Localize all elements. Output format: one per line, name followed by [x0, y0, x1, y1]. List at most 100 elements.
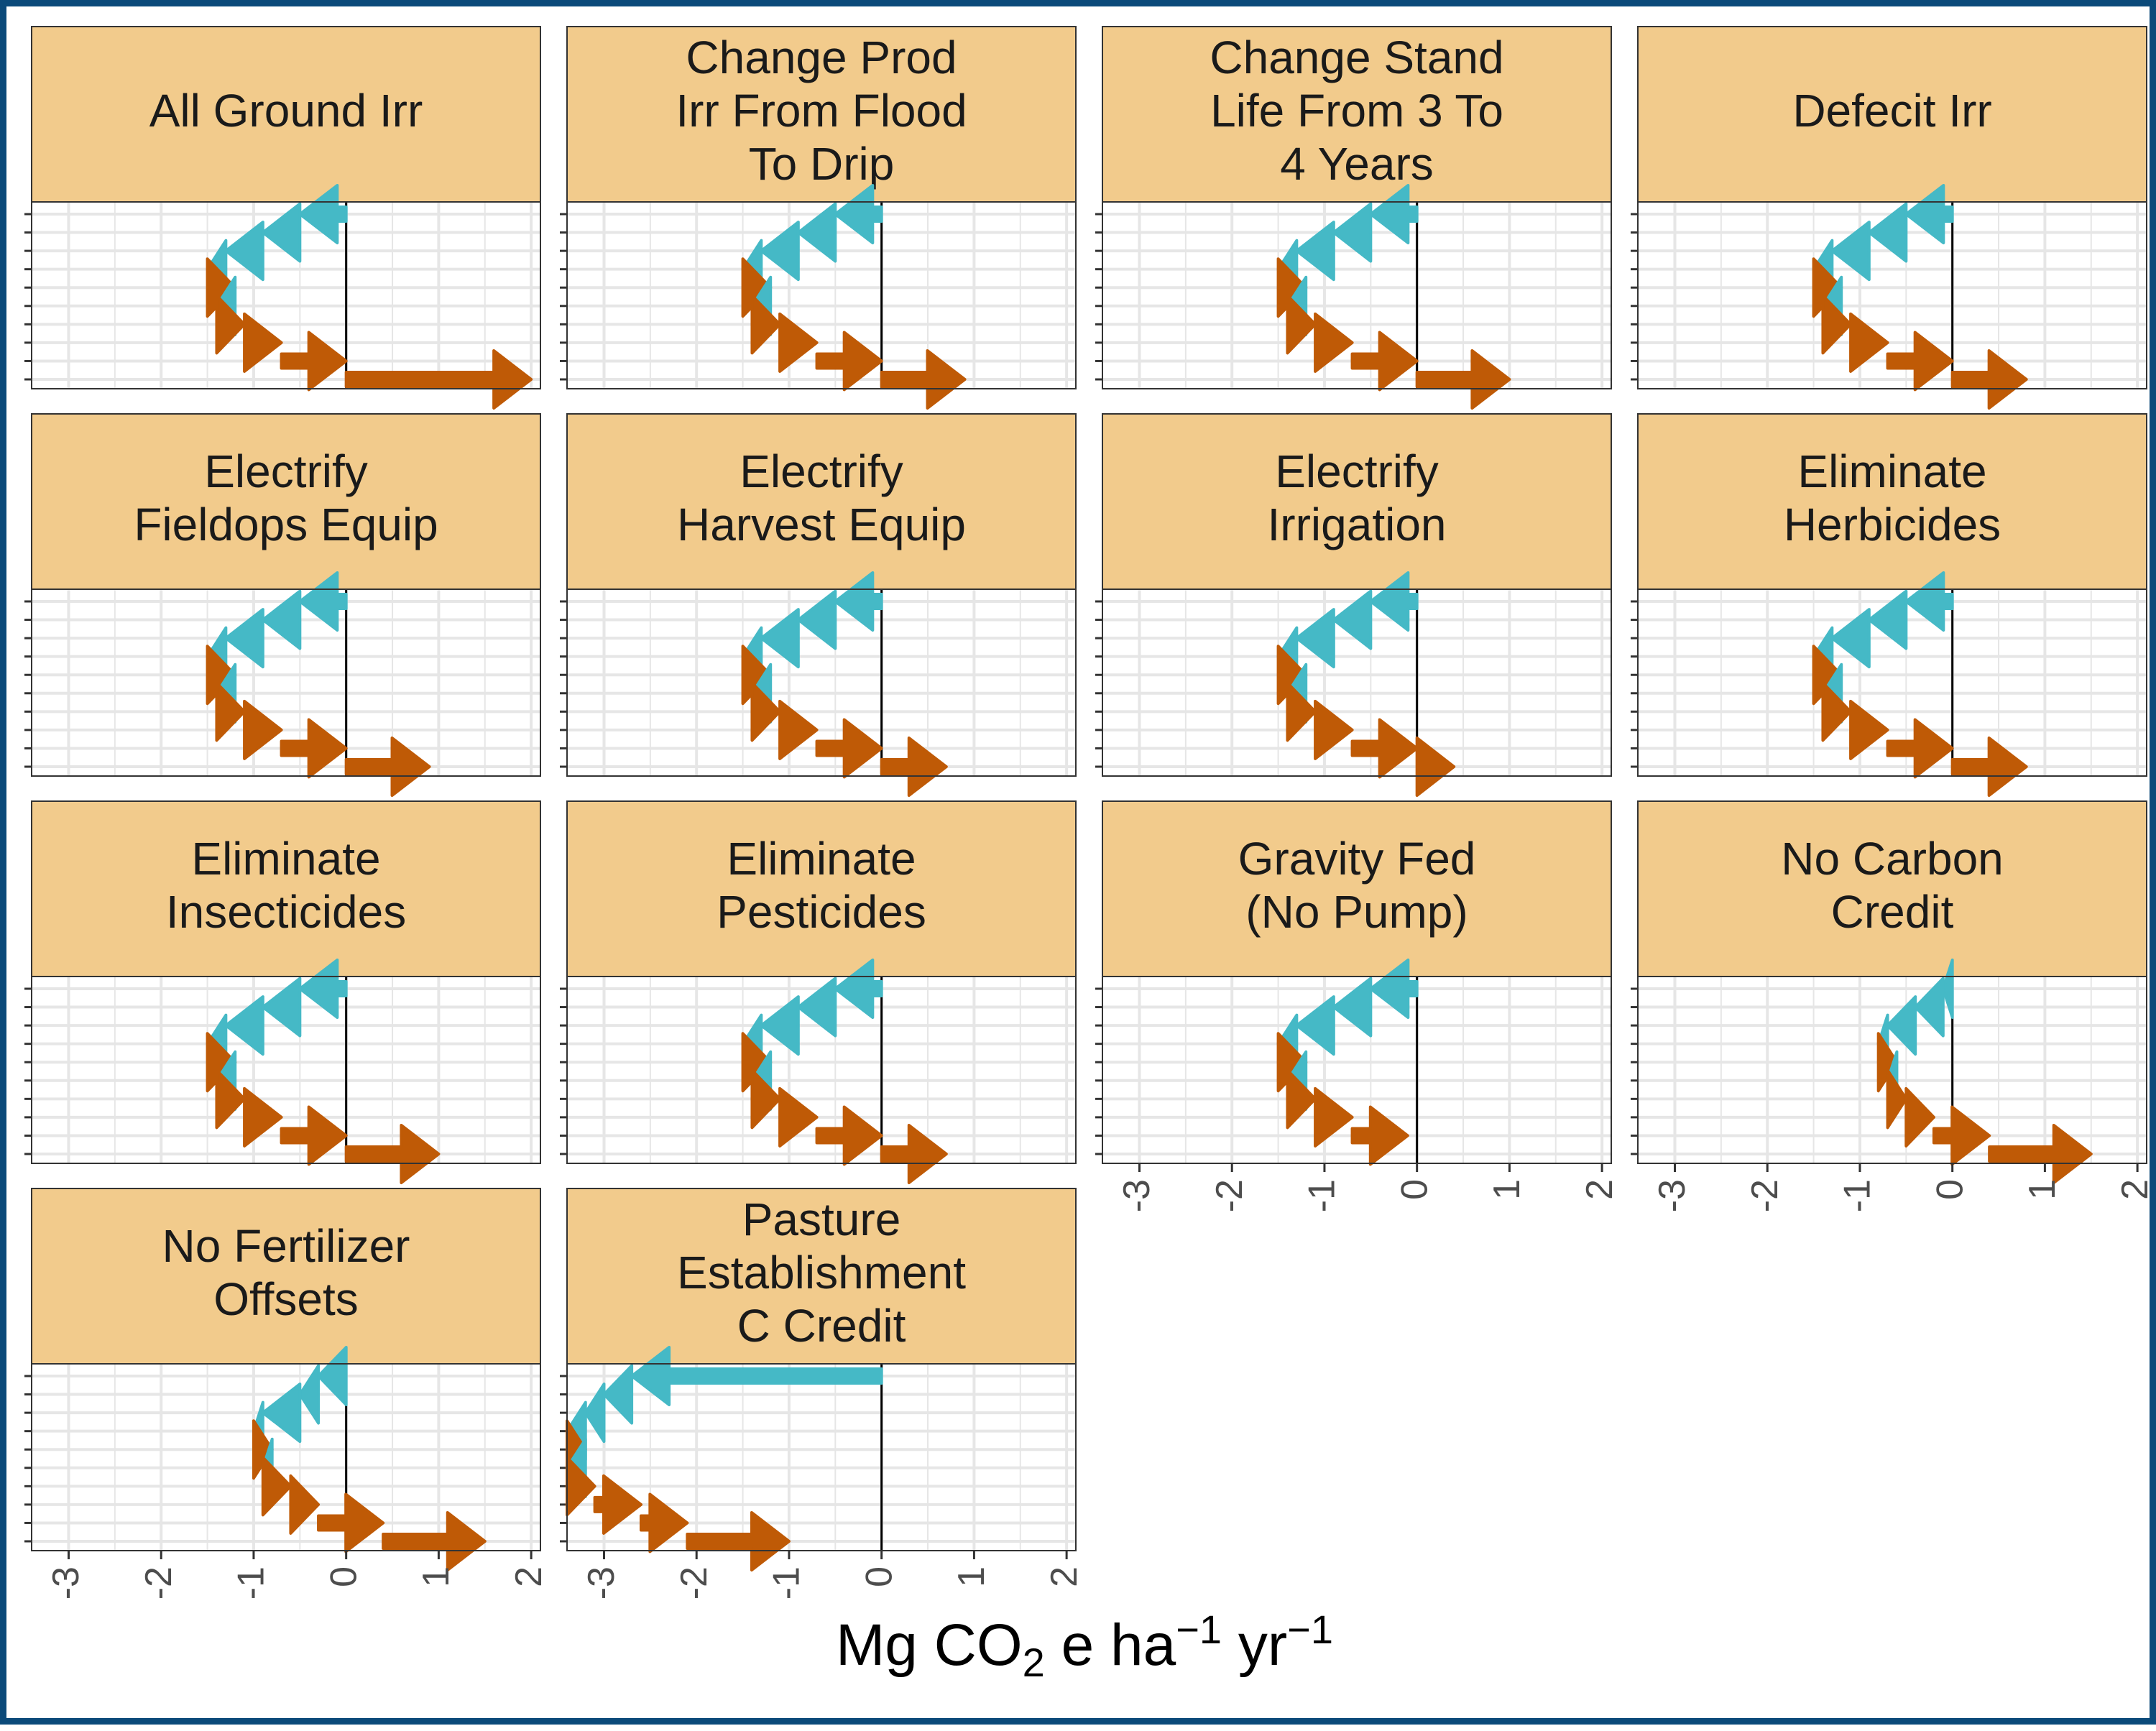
increase-arrow: [686, 1511, 791, 1571]
facet-title: Electrify Harvest Equip: [677, 446, 966, 550]
increase-arrow: [1950, 349, 2028, 410]
facet-title: Eliminate Pesticides: [717, 833, 926, 938]
x-tick-label: 1: [1486, 1179, 1528, 1200]
decrease-arrow: [834, 959, 883, 1019]
panel-border: [566, 976, 1077, 1164]
increase-arrow: [215, 681, 247, 742]
facet-strip: [566, 26, 1077, 203]
increase-arrow: [750, 1068, 782, 1130]
facet-title: No Fertilizer Offsets: [162, 1220, 410, 1325]
x-tick-label: 2: [2114, 1179, 2156, 1200]
increase-arrow: [280, 331, 348, 392]
decrease-arrow: [298, 571, 348, 632]
facet-strip: [1102, 413, 1612, 590]
x-tick-label: -2: [1209, 1179, 1250, 1212]
increase-arrow: [1314, 1086, 1354, 1148]
panel-border: [566, 588, 1077, 777]
decrease-arrow: [1886, 995, 1917, 1056]
facet-title: Defecit Irr: [1792, 85, 1991, 137]
decrease-arrow: [1867, 589, 1908, 650]
x-tick-label: 0: [858, 1566, 900, 1587]
increase-arrow: [243, 1086, 283, 1148]
decrease-arrow: [298, 959, 348, 1019]
facet-panel: Gravity Fed (No Pump) -3 -2 -1 0 1 2: [1095, 800, 1621, 1212]
increase-arrow: [1350, 331, 1419, 392]
increase-arrow: [1350, 718, 1419, 779]
decrease-arrow: [834, 184, 883, 244]
x-tick-label: -2: [1744, 1179, 1786, 1212]
decrease-arrow: [1941, 959, 1954, 1019]
increase-arrow: [880, 737, 948, 797]
decrease-arrow: [1295, 608, 1335, 669]
increase-arrow: [280, 1105, 348, 1166]
decrease-arrow: [602, 1364, 634, 1425]
increase-arrow: [344, 349, 533, 410]
x-tick-label: 1: [415, 1566, 457, 1587]
increase-arrow: [1286, 681, 1317, 742]
decrease-arrow: [760, 995, 800, 1056]
panel-border: [1637, 201, 2147, 389]
decrease-arrow: [224, 221, 264, 282]
panel-border: [1102, 588, 1612, 777]
increase-arrow: [750, 681, 782, 742]
facet-strip: [31, 1188, 541, 1365]
facet-panel: No Fertilizer Offsets -3 -2 -1 0 1 2: [24, 1188, 550, 1600]
decrease-arrow: [834, 571, 883, 632]
decrease-arrow: [760, 221, 800, 282]
decrease-arrow: [261, 589, 302, 650]
facet-strip: [566, 413, 1077, 590]
decrease-arrow: [1369, 571, 1419, 632]
decrease-arrow: [261, 977, 302, 1038]
panel-border: [1102, 976, 1612, 1164]
facet-title: Change Stand Life From 3 To 4 Years: [1210, 32, 1503, 190]
facet-strip: [1102, 800, 1612, 977]
increase-arrow: [261, 1456, 292, 1517]
increase-arrow: [1314, 699, 1354, 760]
x-tick-label: 2: [1044, 1566, 1085, 1587]
x-tick-label: 1: [2022, 1179, 2063, 1200]
increase-arrow: [1950, 737, 2028, 797]
decrease-arrow: [1332, 202, 1373, 263]
x-tick-label: -3: [1116, 1179, 1158, 1212]
increase-arrow: [880, 349, 967, 410]
decrease-arrow: [298, 184, 348, 244]
facet-panel: Change Stand Life From 3 To 4 Years: [1095, 26, 1612, 410]
x-tick-label: -3: [45, 1566, 87, 1600]
increase-arrow: [1350, 1105, 1409, 1166]
panel-border: [1637, 588, 2147, 777]
increase-arrow: [778, 699, 819, 760]
x-tick-label: -1: [231, 1566, 272, 1600]
decrease-arrow: [1867, 202, 1908, 263]
increase-arrow: [778, 312, 819, 373]
x-tick-label: 2: [508, 1566, 550, 1587]
facet-panel: All Ground Irr: [24, 26, 541, 410]
panel-border: [31, 976, 541, 1164]
decrease-arrow: [1295, 995, 1335, 1056]
facet-title: Electrify Irrigation: [1268, 446, 1447, 550]
facet-title: Electrify Fieldops Equip: [134, 446, 438, 550]
increase-arrow: [815, 718, 883, 779]
increase-arrow: [215, 294, 247, 355]
facet-panel: Electrify Harvest Equip: [560, 413, 1077, 797]
facet-title: Pasture Establishment C Credit: [677, 1194, 966, 1352]
decrease-arrow: [261, 1383, 302, 1444]
decrease-arrow: [1830, 608, 1871, 669]
decrease-arrow: [1295, 221, 1335, 282]
x-tick-label: 1: [951, 1566, 992, 1587]
decrease-arrow: [261, 202, 302, 263]
facet-panel: Eliminate Pesticides: [560, 800, 1077, 1184]
decrease-arrow: [630, 1346, 883, 1406]
increase-arrow: [243, 699, 283, 760]
panel-border: [31, 201, 541, 389]
decrease-arrow: [1904, 571, 1954, 632]
facet-panel: Eliminate Herbicides: [1631, 413, 2147, 797]
decrease-arrow: [224, 995, 264, 1056]
decrease-arrow: [1332, 977, 1373, 1038]
facet-panel: Pasture Establishment C Credit -3 -2 -1 0 1 2: [560, 1188, 1085, 1600]
x-tick-label: -1: [766, 1566, 808, 1600]
facet-strip: [1637, 26, 2147, 203]
increase-arrow: [1988, 1124, 2093, 1184]
increase-arrow: [1849, 312, 1889, 373]
increase-arrow: [778, 1086, 819, 1148]
